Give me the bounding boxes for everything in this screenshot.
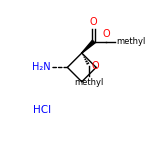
Text: methyl: methyl bbox=[116, 37, 146, 46]
Text: O: O bbox=[90, 17, 97, 27]
Text: HCl: HCl bbox=[33, 105, 51, 115]
Text: O: O bbox=[102, 29, 110, 39]
Polygon shape bbox=[82, 40, 95, 53]
Text: H₂N: H₂N bbox=[32, 62, 51, 72]
Text: O: O bbox=[92, 60, 99, 71]
Text: methyl: methyl bbox=[74, 78, 104, 87]
